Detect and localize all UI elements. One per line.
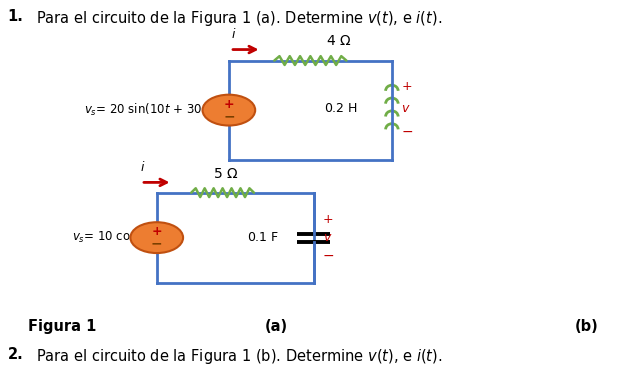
Text: (b): (b) <box>574 319 598 334</box>
Text: $v$: $v$ <box>401 102 411 115</box>
Text: $i$: $i$ <box>231 28 236 41</box>
Text: −: − <box>401 125 413 139</box>
Text: +: + <box>323 213 334 226</box>
Text: −: − <box>223 109 234 123</box>
Text: Para el circuito de la Figura 1 (b). Determine $v(t)$, e $i(t)$.: Para el circuito de la Figura 1 (b). Det… <box>36 347 443 366</box>
Text: Figura 1: Figura 1 <box>28 319 97 334</box>
Text: $4\ \Omega$: $4\ \Omega$ <box>326 34 351 48</box>
Text: 2.: 2. <box>8 347 23 362</box>
Text: $0.2\ \mathrm{H}$: $0.2\ \mathrm{H}$ <box>324 102 357 115</box>
Circle shape <box>130 222 183 253</box>
Text: (a): (a) <box>265 319 287 334</box>
Text: 1.: 1. <box>8 9 23 24</box>
Text: +: + <box>224 98 234 111</box>
Text: $0.1\ \mathrm{F}$: $0.1\ \mathrm{F}$ <box>246 231 279 244</box>
Text: −: − <box>151 236 162 251</box>
Text: +: + <box>152 225 162 238</box>
Text: +: + <box>401 80 412 93</box>
Text: $i$: $i$ <box>140 160 145 174</box>
Text: $5\ \Omega$: $5\ \Omega$ <box>213 167 238 181</box>
Text: $v_s$= 10 cos 4$t$: $v_s$= 10 cos 4$t$ <box>72 230 154 245</box>
Text: −: − <box>323 249 335 263</box>
Circle shape <box>203 95 255 126</box>
Text: $v$: $v$ <box>323 231 332 244</box>
Text: Para el circuito de la Figura 1 (a). Determine $v(t)$, e $i(t)$.: Para el circuito de la Figura 1 (a). Det… <box>36 9 443 28</box>
Text: $v_s$= 20 sin(10$t$ + 30°) V: $v_s$= 20 sin(10$t$ + 30°) V <box>85 102 226 118</box>
